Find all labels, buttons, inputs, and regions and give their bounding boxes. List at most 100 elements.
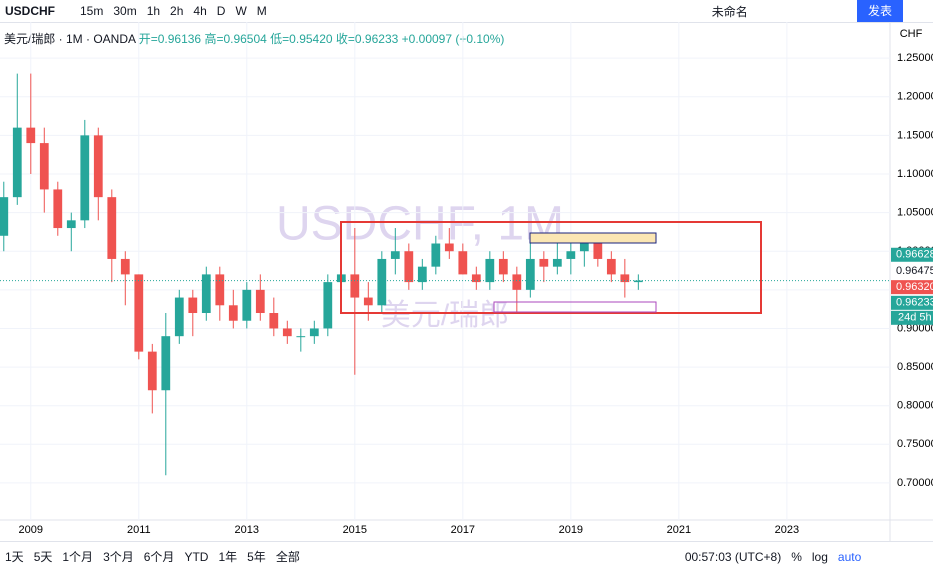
drawing-rectangle[interactable] [340,221,762,314]
candle-body [377,258,387,306]
watermark: 美元/瑞郎 [381,299,509,332]
candle-body [93,135,103,198]
price-tag [891,280,933,295]
log[interactable]: log [811,549,828,564]
interval[interactable]: M [256,4,267,18]
candle-body [39,143,49,190]
open: 开=0.96136 [138,32,202,46]
candle-body [80,135,90,221]
interval[interactable]: 1h [146,4,161,18]
y-tick-label: 1.15000 [897,129,933,141]
candle-body [215,274,225,306]
candle-body [255,289,265,314]
price-tag [891,247,933,262]
interval[interactable]: 2h [170,4,184,18]
x-tick-label: 2023 [775,524,799,536]
candle-body [296,336,306,338]
range[interactable]: 1年 [218,550,238,564]
candle-body [593,243,603,259]
candle-body [390,251,400,259]
x-tick-label: 2011 [127,524,151,536]
range[interactable]: 3个月 [103,550,134,564]
symbol[interactable]: USDCHF [5,4,55,18]
currency: CHF [900,28,923,40]
range[interactable]: 5年 [247,550,266,564]
candle-body [309,328,319,337]
candle-body [458,251,468,275]
candle-body [26,127,36,144]
candle-body [485,258,495,283]
price-tag [891,295,933,310]
range[interactable]: 1天 [5,550,24,564]
candle-body [363,297,373,306]
interval[interactable]: 4h [193,4,207,18]
y-tick-label: 1.05000 [897,207,933,219]
y-tick-label: 0.90000 [897,322,933,334]
percent[interactable]: % [791,549,802,564]
candle-body [566,251,576,259]
interval[interactable]: 30m [113,4,137,18]
candle-body [147,351,157,391]
intervals: 15m 30m 1h 2h 4h D W M [75,4,272,18]
interval[interactable]: W [235,4,247,18]
y-tick-label: 0.75000 [897,438,933,450]
candle-body [282,328,292,337]
x-tick-label: 2017 [451,524,475,536]
bottom-bar: 1天 5天 1个月 3个月 6个月 YTD 1年 5年 全部 00:57:03 (UTC+8) … [0,541,933,571]
price-tag-label: 0.96628 [896,249,933,261]
range[interactable]: YTD [184,550,209,564]
drawing-rectangle[interactable] [529,232,657,244]
candle-body [417,266,427,283]
layout-name[interactable]: 未命名 [711,4,748,19]
ranges: 1天 5天 1个月 3个月 6个月 YTD 1年 5年 全部 [0,548,305,565]
y-tick-label: 1.20000 [897,91,933,103]
candle-body [431,243,441,267]
candle-body [0,197,9,236]
toolbar: USDCHF 15m 30m 1h 2h 4h D W M 未命名 [0,0,933,23]
range[interactable]: 6个月 [143,550,175,564]
drawing-rectangle[interactable] [493,301,657,313]
x-tick-label: 2015 [343,524,367,536]
candle-body [633,280,643,283]
y-tick-label: 1.10000 [897,168,933,180]
price-tag [891,263,933,278]
range[interactable]: 5天 [33,550,53,564]
candle-body [161,336,171,391]
x-tick-label: 2021 [667,524,691,536]
candle-body [228,305,238,321]
interval[interactable]: 15m [80,4,104,18]
x-tick-label: 2009 [19,524,43,536]
candle-body [404,251,414,283]
y-tick-label: 1.25000 [897,52,933,64]
chart: CHF USDCHF, 1M 美元/瑞郎 1.25000 1.20000 1.150… [0,22,933,541]
candle-body [242,289,252,321]
candle-body [539,258,549,267]
countdown-tag [891,310,933,325]
low: 低=0.95420 [270,32,333,46]
watermark: USDCHF, 1M [276,198,564,251]
candle-body [579,243,589,252]
candle-body [107,197,117,259]
auto[interactable]: auto [837,549,862,564]
publish-button[interactable]: 发表 [857,0,903,22]
change: +0.00097 (+0.10%) [401,32,505,46]
range[interactable]: 1个月 [62,550,94,564]
y-tick-label: 0.70000 [897,477,933,489]
price-tag-label: 0.96233 [896,297,933,309]
candle-body [201,274,211,314]
candle-body [269,313,279,329]
candle-body [498,258,508,275]
candle-body [606,258,616,275]
close: 收=0.96233 [335,32,399,46]
candle-body [12,127,22,198]
high: 高=0.96504 [204,32,267,46]
interval[interactable]: D [216,4,226,18]
x-tick-label: 2013 [235,524,259,536]
price-tag-label: 0.96320 [896,281,933,293]
range[interactable]: 全部 [275,550,300,564]
candle-body [134,274,144,352]
y-tick-label: 0.80000 [897,400,933,412]
candle-body [512,274,522,290]
y-tick-label: 0.85000 [897,361,933,373]
